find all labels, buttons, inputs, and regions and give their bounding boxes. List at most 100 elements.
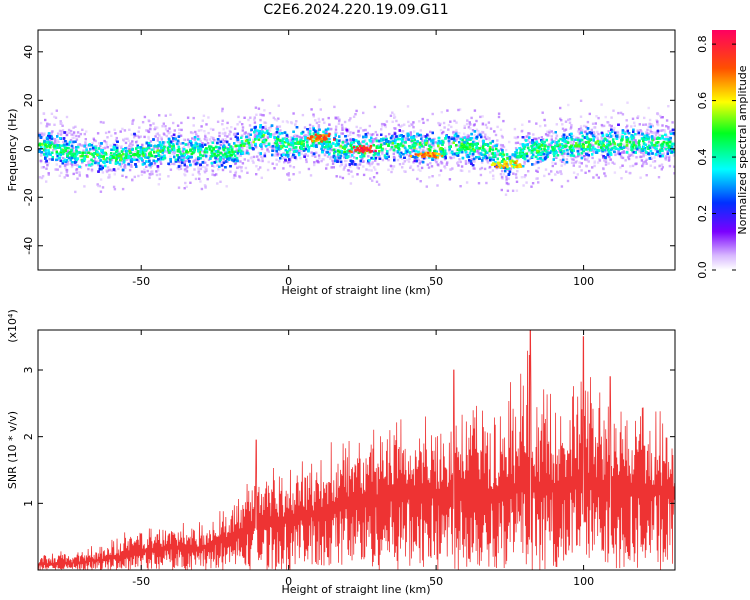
- heatmap-cell: [535, 122, 538, 125]
- heatmap-cell: [613, 171, 617, 174]
- heatmap-cell: [505, 175, 508, 178]
- heatmap-cell: [121, 174, 124, 177]
- heatmap-cell: [179, 167, 183, 170]
- heatmap-cell: [535, 162, 538, 165]
- heatmap-cell: [664, 158, 668, 161]
- heatmap-cell: [372, 176, 376, 179]
- heatmap-cell: [580, 153, 583, 156]
- heatmap-cell: [596, 136, 599, 139]
- heatmap-cell: [434, 141, 437, 144]
- heatmap-cell: [126, 137, 129, 140]
- heatmap-cell: [419, 150, 422, 154]
- heatmap-cell: [371, 161, 374, 164]
- heatmap-cell: [101, 164, 104, 168]
- heatmap-cell: [665, 136, 668, 139]
- heatmap-cell: [255, 113, 258, 116]
- heatmap-cell: [583, 155, 586, 158]
- heatmap-cell: [576, 130, 580, 133]
- heatmap-cell: [661, 124, 664, 127]
- heatmap-cell: [535, 160, 538, 164]
- heatmap-cell: [653, 136, 656, 139]
- heatmap-cell: [471, 129, 475, 132]
- heatmap-cell: [643, 116, 646, 120]
- heatmap-cell: [444, 166, 447, 170]
- heatmap-cell: [554, 137, 558, 140]
- heatmap-cell: [640, 130, 643, 133]
- heatmap-cell: [243, 116, 246, 119]
- heatmap-cell: [636, 129, 639, 132]
- heatmap-cell: [412, 121, 415, 124]
- heatmap-cell: [224, 151, 227, 154]
- heatmap-cell: [130, 154, 134, 158]
- heatmap-cell: [131, 122, 134, 125]
- heatmap-cell: [381, 141, 384, 144]
- heatmap-cell: [595, 173, 598, 177]
- heatmap-cell: [260, 176, 263, 179]
- heatmap-cell: [335, 131, 339, 135]
- heatmap-cell: [172, 121, 175, 125]
- heatmap-cell: [45, 124, 49, 128]
- heatmap-cell: [203, 138, 207, 141]
- heatmap-cell: [391, 120, 394, 123]
- heatmap-cell: [334, 131, 337, 134]
- heatmap-cell: [182, 156, 186, 159]
- heatmap-cell: [59, 133, 63, 136]
- heatmap-cell: [393, 131, 396, 134]
- heatmap-cell: [663, 137, 666, 141]
- heatmap-cell: [418, 162, 421, 165]
- heatmap-cell: [292, 148, 295, 152]
- heatmap-cell: [416, 165, 420, 168]
- heatmap-cell: [70, 165, 74, 169]
- heatmap-cell: [264, 125, 267, 128]
- heatmap-cell: [422, 139, 426, 142]
- heatmap-cell: [393, 135, 397, 138]
- heatmap-cell: [108, 173, 111, 177]
- heatmap-cell: [422, 149, 425, 152]
- heatmap-cell: [259, 118, 262, 122]
- heatmap-cell: [392, 145, 396, 149]
- heatmap-cell: [533, 163, 536, 166]
- heatmap-cell: [186, 143, 189, 147]
- heatmap-cell: [390, 165, 393, 168]
- heatmap-cell: [345, 159, 348, 163]
- heatmap-cell: [559, 159, 562, 162]
- heatmap-cell: [438, 149, 442, 153]
- heatmap-cell: [574, 161, 578, 164]
- heatmap-cell: [251, 159, 254, 162]
- heatmap-cell: [165, 134, 168, 138]
- heatmap-cell: [55, 109, 58, 112]
- heatmap-cell: [217, 148, 220, 152]
- heatmap-cell: [586, 120, 590, 124]
- heatmap-cell: [178, 152, 182, 155]
- heatmap-cell: [652, 160, 655, 163]
- heatmap-cell: [183, 161, 186, 164]
- heatmap-cell: [292, 135, 296, 138]
- heatmap-cell: [612, 129, 616, 132]
- heatmap-cell: [263, 109, 266, 112]
- heatmap-cell: [626, 146, 630, 149]
- heatmap-cell: [166, 141, 170, 144]
- heatmap-cell: [411, 168, 415, 172]
- heatmap-cell: [53, 115, 56, 119]
- heatmap-cell: [164, 114, 167, 117]
- heatmap-cell: [295, 158, 298, 161]
- heatmap-cell: [101, 153, 104, 156]
- heatmap-cell: [318, 120, 321, 123]
- heatmap-cell: [77, 158, 80, 162]
- heatmap-cell: [119, 165, 123, 168]
- heatmap-cell: [392, 152, 395, 156]
- heatmap-cell: [514, 141, 518, 145]
- heatmap-cell: [650, 123, 653, 126]
- heatmap-cell: [645, 153, 648, 156]
- heatmap-cell: [627, 148, 630, 151]
- heatmap-cell: [631, 164, 635, 168]
- heatmap-cell: [67, 128, 71, 132]
- heatmap-cell: [149, 140, 153, 143]
- heatmap-cell: [645, 174, 648, 177]
- heatmap-cell: [272, 134, 276, 137]
- heatmap-cell: [365, 168, 368, 171]
- heatmap-cell: [384, 148, 387, 151]
- heatmap-cell: [88, 160, 91, 163]
- heatmap-cell: [631, 117, 635, 120]
- heatmap-cell: [92, 148, 95, 152]
